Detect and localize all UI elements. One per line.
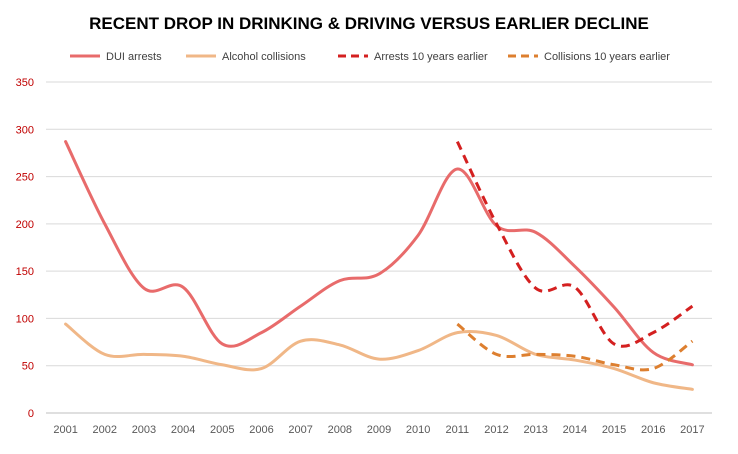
series-line-arrests-10-years-earlier bbox=[455, 140, 694, 348]
chart-title: RECENT DROP IN DRINKING & DRIVING VERSUS… bbox=[89, 14, 649, 33]
legend: DUI arrests Alcohol collisions Arrests 10 … bbox=[70, 51, 670, 63]
series-lines bbox=[64, 140, 694, 391]
x-tick-label: 2015 bbox=[602, 424, 626, 436]
x-tick-label: 2005 bbox=[210, 424, 234, 436]
x-tick-label: 2011 bbox=[446, 424, 470, 436]
x-tick-label: 2009 bbox=[367, 424, 391, 436]
x-tick-label: 2014 bbox=[563, 424, 587, 436]
x-tick-label: 2001 bbox=[53, 424, 77, 436]
x-tick-label: 2016 bbox=[641, 424, 665, 436]
legend-label: Arrests 10 years earlier bbox=[374, 51, 488, 63]
x-tick-label: 2003 bbox=[132, 424, 156, 436]
y-tick-label: 100 bbox=[16, 313, 34, 325]
x-tick-label: 2002 bbox=[93, 424, 117, 436]
legend-item-arrests-10-years-earlier: Arrests 10 years earlier bbox=[338, 51, 488, 63]
x-tick-label: 2004 bbox=[171, 424, 195, 436]
y-tick-label: 50 bbox=[22, 361, 34, 373]
y-tick-label: 150 bbox=[16, 266, 34, 278]
x-tick-label: 2017 bbox=[680, 424, 704, 436]
gridlines bbox=[46, 81, 712, 367]
y-tick-label: 300 bbox=[16, 124, 34, 136]
x-tick-label: 2010 bbox=[406, 424, 430, 436]
x-tick-label: 2006 bbox=[249, 424, 273, 436]
y-tick-label: 350 bbox=[16, 77, 34, 89]
y-tick-label: 200 bbox=[16, 219, 34, 231]
series-line-collisions-10-years-earlier bbox=[456, 322, 694, 372]
series-line-dui-arrests bbox=[64, 140, 694, 367]
legend-label: DUI arrests bbox=[106, 51, 162, 63]
series-line-alcohol-collisions bbox=[64, 322, 694, 391]
legend-item-dui-arrests: DUI arrests bbox=[70, 51, 162, 63]
y-tick-label: 0 bbox=[28, 408, 34, 420]
legend-label: Collisions 10 years earlier bbox=[544, 51, 670, 63]
x-tick-label: 2007 bbox=[288, 424, 312, 436]
x-tick-label: 2012 bbox=[484, 424, 508, 436]
legend-item-alcohol-collisions: Alcohol collisions bbox=[186, 51, 306, 63]
x-tick-label: 2013 bbox=[523, 424, 547, 436]
legend-item-collisions-10-years-earlier: Collisions 10 years earlier bbox=[508, 51, 670, 63]
y-tick-label: 250 bbox=[16, 172, 34, 184]
x-tick-label: 2008 bbox=[328, 424, 352, 436]
axes: 0 50 100 150 200 250 300 350 2001 2002 2003 2004 200… bbox=[16, 77, 712, 436]
legend-label: Alcohol collisions bbox=[222, 51, 306, 63]
